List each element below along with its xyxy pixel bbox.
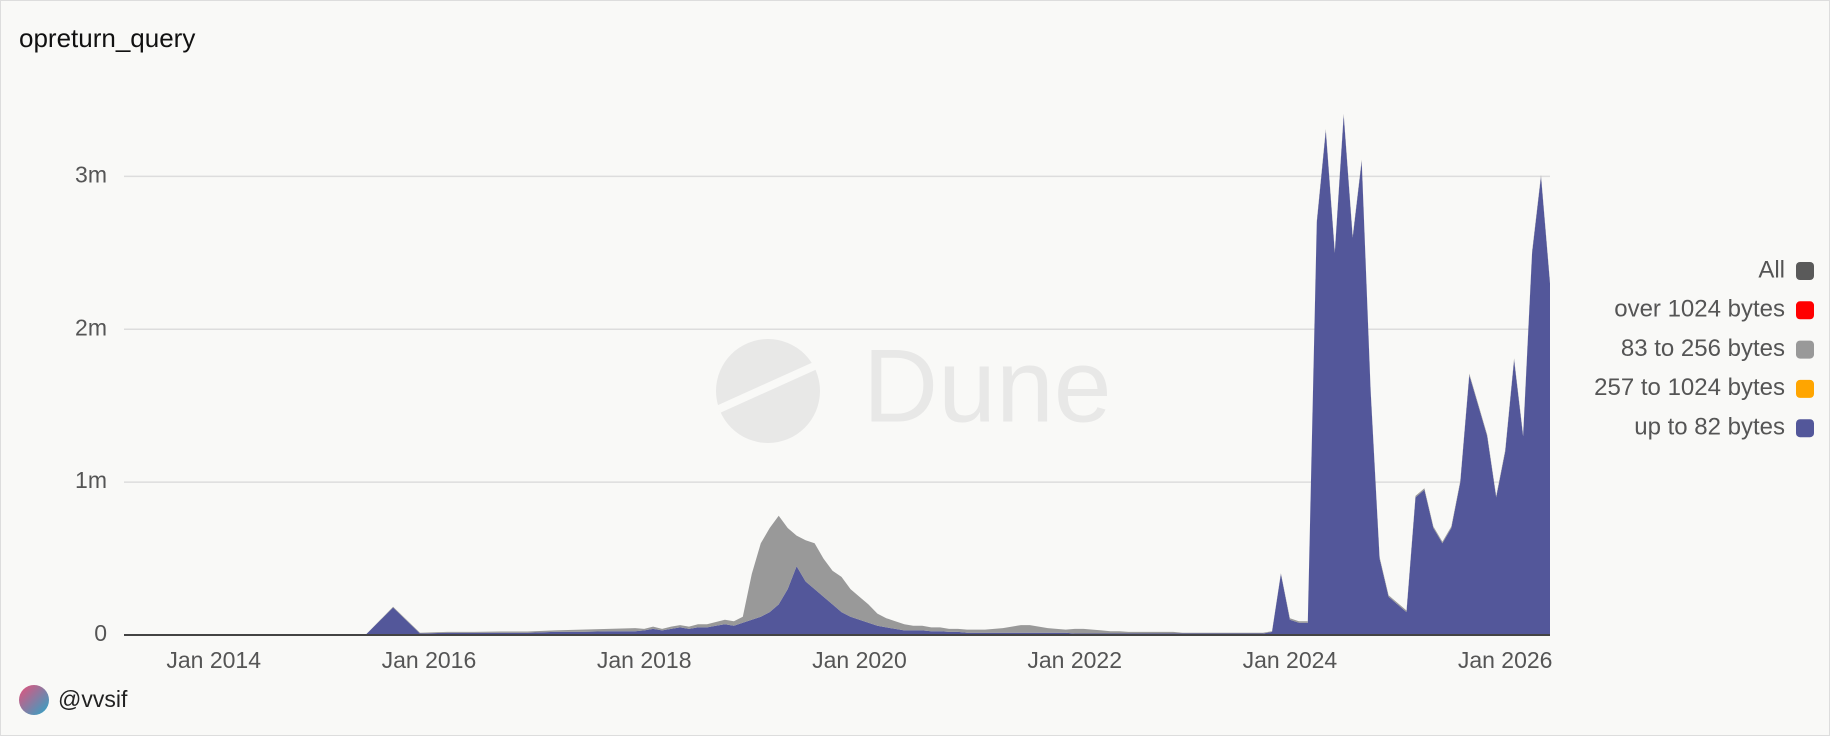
author[interactable]: @vvsif — [58, 686, 128, 712]
y-tick-label: 0 — [94, 620, 107, 646]
x-tick-label: Jan 2020 — [812, 647, 907, 673]
legend-label: All — [1758, 256, 1785, 283]
author-avatar — [19, 685, 49, 715]
watermark-logo-stripe — [717, 359, 823, 413]
legend-label: 83 to 256 bytes — [1621, 335, 1785, 362]
y-tick-label: 3m — [75, 162, 107, 188]
legend-swatch — [1796, 301, 1814, 320]
x-tick-label: Jan 2018 — [597, 647, 692, 673]
watermark: Dune — [716, 328, 1112, 444]
x-tick-label: Jan 2014 — [166, 647, 261, 673]
y-tick-label: 2m — [75, 314, 107, 340]
legend-label: 257 to 1024 bytes — [1594, 374, 1785, 401]
legend-label: over 1024 bytes — [1614, 296, 1785, 323]
legend-swatch — [1796, 379, 1814, 398]
y-tick-label: 1m — [75, 467, 107, 493]
legend-swatch — [1796, 419, 1814, 438]
x-tick-label: Jan 2024 — [1243, 647, 1338, 673]
legend-swatch — [1796, 262, 1814, 280]
legend-swatch — [1796, 340, 1814, 359]
x-tick-label: Jan 2016 — [382, 647, 477, 673]
x-tick-label: Jan 2026 — [1458, 647, 1553, 673]
x-tick-label: Jan 2022 — [1027, 647, 1122, 673]
legend-label: up to 82 bytes — [1634, 414, 1785, 441]
chart-title: opreturn_query — [19, 23, 195, 53]
area — [124, 115, 1550, 636]
watermark-text: Dune — [863, 328, 1112, 444]
